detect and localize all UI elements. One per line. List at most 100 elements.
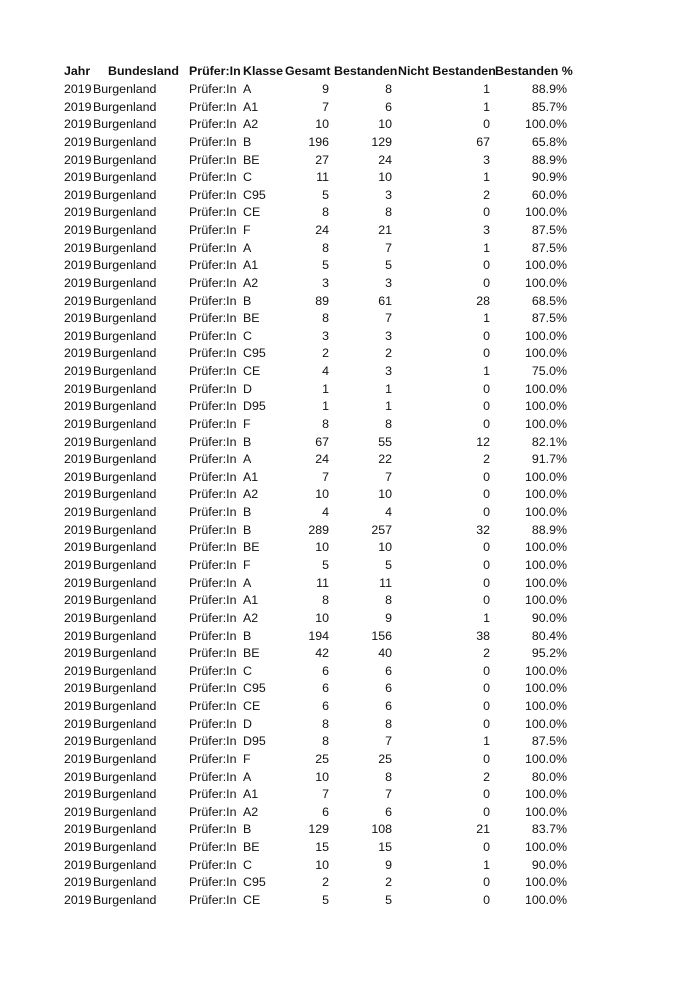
cell-bestanden-prozent: 85.7%	[531, 99, 567, 114]
cell-klasse: A2	[243, 117, 259, 132]
cell-gesamt: 6	[322, 804, 329, 819]
cell-nicht-bestanden: 38	[476, 628, 490, 643]
cell-pruefer: Prüfer:In	[189, 769, 237, 784]
cell-bestanden-prozent: 87.5%	[531, 240, 567, 255]
cell-bestanden: 1	[385, 399, 392, 414]
cell-klasse: A2	[243, 275, 259, 290]
cell-bestanden-prozent: 65.8%	[531, 134, 567, 149]
table-row: 2019 Burgenland Prüfer:In B 129 108 21 83.7%	[0, 821, 700, 839]
cell-jahr: 2019	[64, 223, 92, 238]
cell-bundesland: Burgenland	[93, 240, 157, 255]
cell-pruefer: Prüfer:In	[189, 469, 237, 484]
cell-klasse: C95	[243, 187, 266, 202]
cell-bundesland: Burgenland	[93, 716, 157, 731]
cell-gesamt: 10	[315, 117, 329, 132]
cell-bestanden-prozent: 100.0%	[524, 346, 567, 361]
cell-gesamt: 8	[322, 716, 329, 731]
cell-gesamt: 8	[322, 416, 329, 431]
table-row: 2019 Burgenland Prüfer:In CE 8 8 0 100.0%	[0, 204, 700, 222]
cell-jahr: 2019	[64, 734, 92, 749]
cell-nicht-bestanden: 0	[483, 787, 490, 802]
cell-bestanden: 108	[371, 822, 392, 837]
cell-bundesland: Burgenland	[93, 522, 157, 537]
cell-jahr: 2019	[64, 875, 92, 890]
cell-bundesland: Burgenland	[93, 646, 157, 661]
cell-nicht-bestanden: 0	[483, 681, 490, 696]
cell-bundesland: Burgenland	[93, 452, 157, 467]
cell-bestanden-prozent: 90.0%	[531, 610, 567, 625]
cell-bundesland: Burgenland	[93, 205, 157, 220]
cell-bestanden-prozent: 88.9%	[531, 152, 567, 167]
cell-gesamt: 3	[322, 328, 329, 343]
cell-bestanden: 10	[378, 170, 392, 185]
cell-bestanden-prozent: 100.0%	[524, 751, 567, 766]
cell-pruefer: Prüfer:In	[189, 646, 237, 661]
cell-nicht-bestanden: 28	[476, 293, 490, 308]
cell-nicht-bestanden: 12	[476, 434, 490, 449]
cell-klasse: A	[243, 240, 252, 255]
cell-bundesland: Burgenland	[93, 699, 157, 714]
cell-bestanden: 15	[378, 840, 392, 855]
cell-bestanden: 1	[385, 381, 392, 396]
cell-pruefer: Prüfer:In	[189, 787, 237, 802]
table-row: 2019 Burgenland Prüfer:In A1 7 6 1 85.7%	[0, 99, 700, 117]
cell-klasse: A	[243, 452, 252, 467]
cell-pruefer: Prüfer:In	[189, 575, 237, 590]
cell-nicht-bestanden: 0	[483, 275, 490, 290]
cell-bestanden-prozent: 100.0%	[524, 892, 567, 907]
cell-bestanden: 8	[385, 593, 392, 608]
cell-pruefer: Prüfer:In	[189, 381, 237, 396]
cell-jahr: 2019	[64, 187, 92, 202]
cell-bestanden: 7	[385, 734, 392, 749]
cell-bundesland: Burgenland	[93, 311, 157, 326]
cell-klasse: CE	[243, 892, 261, 907]
cell-jahr: 2019	[64, 258, 92, 273]
cell-bundesland: Burgenland	[93, 416, 157, 431]
cell-pruefer: Prüfer:In	[189, 593, 237, 608]
cell-bestanden: 2	[385, 346, 392, 361]
cell-gesamt: 10	[315, 610, 329, 625]
table-row: 2019 Burgenland Prüfer:In B 196 129 67 65.8%	[0, 134, 700, 152]
cell-bestanden: 6	[385, 699, 392, 714]
table-row: 2019 Burgenland Prüfer:In C95 2 2 0 100.0%	[0, 345, 700, 363]
cell-jahr: 2019	[64, 892, 92, 907]
header-jahr: Jahr	[64, 64, 91, 78]
cell-pruefer: Prüfer:In	[189, 152, 237, 167]
cell-klasse: A	[243, 575, 252, 590]
cell-klasse: A1	[243, 787, 259, 802]
cell-bestanden-prozent: 100.0%	[524, 416, 567, 431]
cell-bestanden: 25	[378, 751, 392, 766]
cell-bundesland: Burgenland	[93, 187, 157, 202]
cell-bestanden-prozent: 100.0%	[524, 505, 567, 520]
cell-gesamt: 1	[322, 399, 329, 414]
cell-bestanden: 6	[385, 681, 392, 696]
cell-bestanden-prozent: 100.0%	[524, 699, 567, 714]
cell-bundesland: Burgenland	[93, 840, 157, 855]
cell-bundesland: Burgenland	[93, 82, 157, 96]
cell-nicht-bestanden: 1	[483, 734, 490, 749]
cell-gesamt: 5	[322, 558, 329, 572]
cell-bestanden-prozent: 87.5%	[531, 223, 567, 238]
header-bestanden-prozent: Bestanden %	[495, 64, 573, 78]
cell-pruefer: Prüfer:In	[189, 452, 237, 467]
cell-jahr: 2019	[64, 346, 92, 361]
cell-nicht-bestanden: 0	[483, 699, 490, 714]
cell-bestanden: 5	[385, 558, 392, 572]
cell-nicht-bestanden: 0	[483, 205, 490, 220]
cell-gesamt: 24	[315, 223, 329, 238]
cell-bundesland: Burgenland	[93, 804, 157, 819]
cell-pruefer: Prüfer:In	[189, 804, 237, 819]
cell-jahr: 2019	[64, 399, 92, 414]
cell-bestanden-prozent: 100.0%	[524, 399, 567, 414]
cell-nicht-bestanden: 0	[483, 875, 490, 890]
table-row: 2019 Burgenland Prüfer:In A1 8 8 0 100.0%	[0, 592, 700, 610]
table-row: 2019 Burgenland Prüfer:In F 25 25 0 100.0%	[0, 751, 700, 769]
cell-bestanden-prozent: 88.9%	[531, 82, 567, 96]
cell-klasse: F	[243, 416, 251, 431]
cell-klasse: F	[243, 223, 251, 238]
cell-gesamt: 89	[315, 293, 329, 308]
cell-bundesland: Burgenland	[93, 328, 157, 343]
table-row: 2019 Burgenland Prüfer:In A1 7 7 0 100.0%	[0, 469, 700, 487]
cell-bundesland: Burgenland	[93, 558, 157, 572]
cell-gesamt: 10	[315, 540, 329, 555]
